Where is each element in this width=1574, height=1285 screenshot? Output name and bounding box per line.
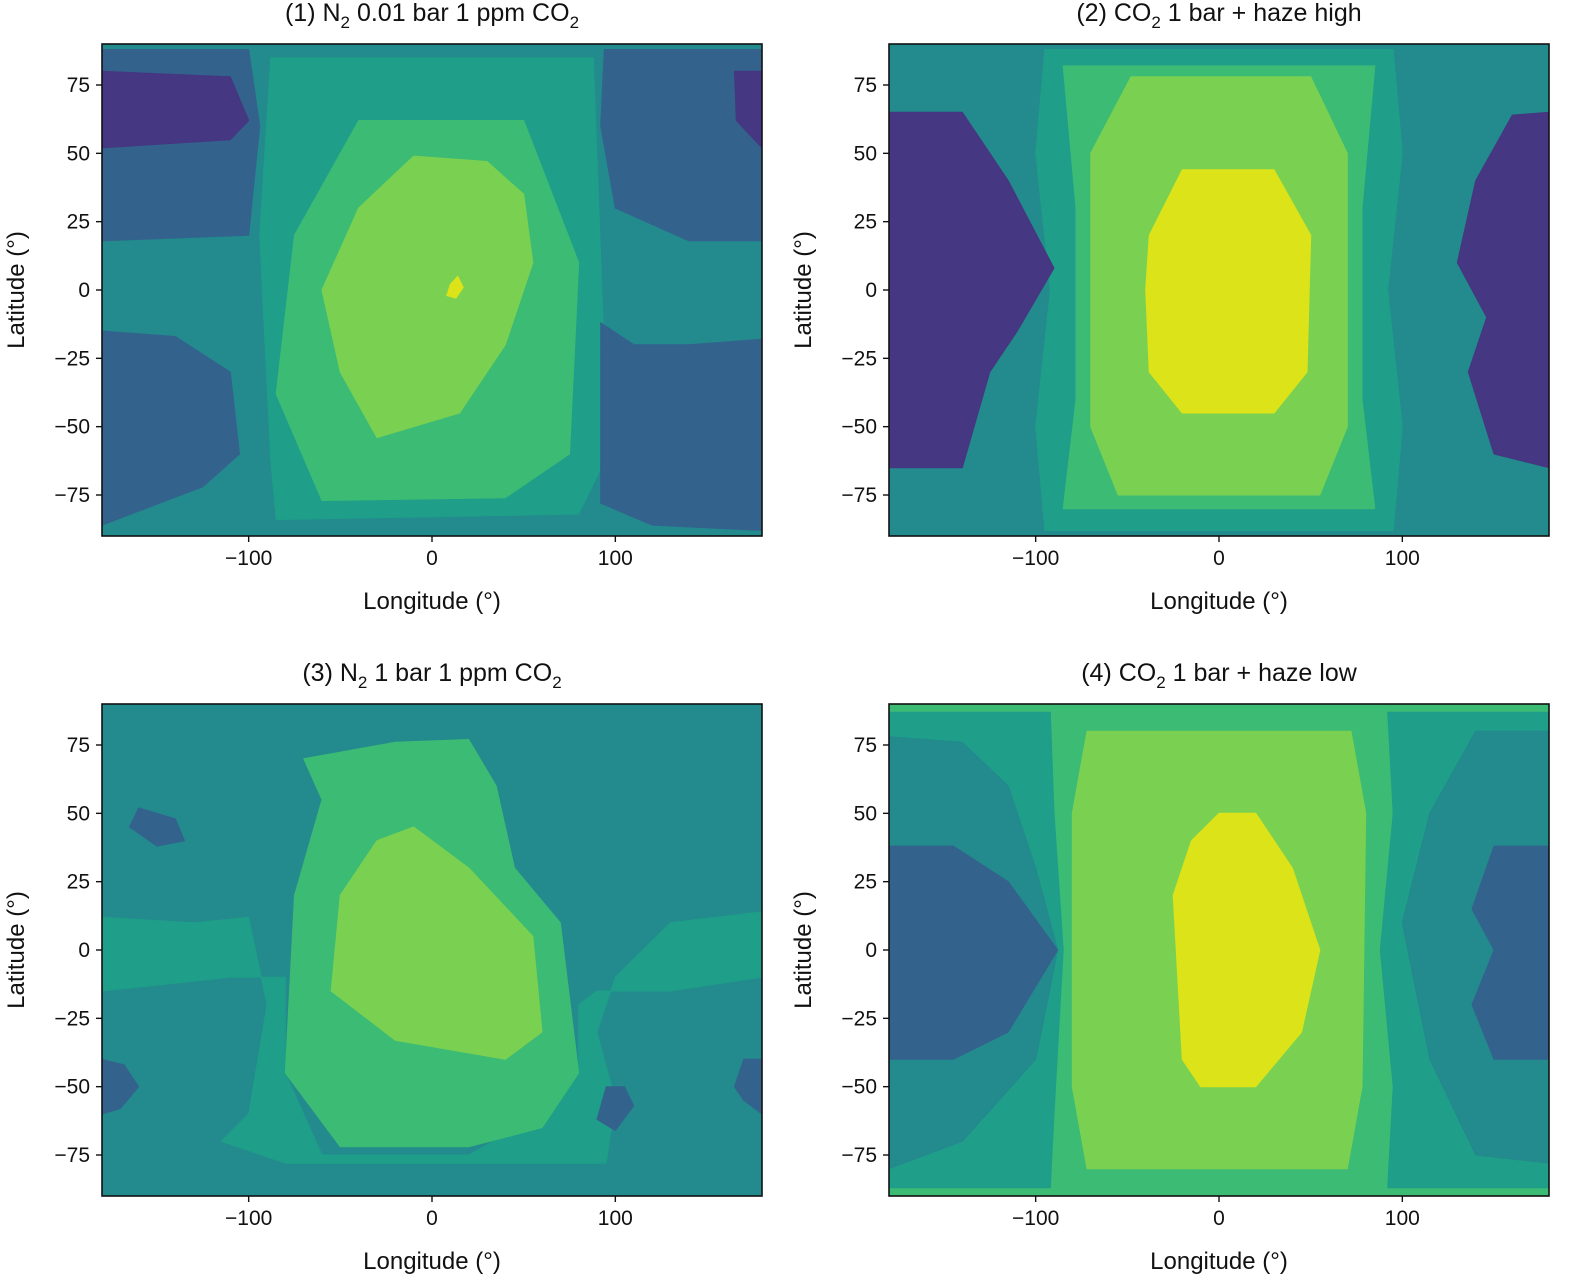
contour-region-level-6 xyxy=(1145,169,1312,414)
y-tick-label: 75 xyxy=(67,734,90,757)
contour-region-level-0 xyxy=(734,70,762,149)
y-tick-label: 0 xyxy=(78,939,90,962)
contour-region-level-1 xyxy=(734,1058,762,1115)
contour-field xyxy=(102,704,762,1196)
panel-1: −100 0 100 75 50 25 0 −25 −50 −75 (1) N2 0.01 bar … xyxy=(3,0,763,615)
y-tick-label: −75 xyxy=(54,484,90,507)
x-tick-label: 100 xyxy=(1385,1207,1420,1230)
y-tick-label: 25 xyxy=(854,211,877,234)
x-tick-label: −100 xyxy=(225,1207,272,1230)
panel-title: (1) N2 0.01 bar 1 ppm CO2 xyxy=(285,0,579,32)
y-tick-label: −75 xyxy=(54,1144,90,1167)
x-tick-label: −100 xyxy=(225,547,272,570)
y-tick-label: −50 xyxy=(841,416,877,439)
panel-title: (3) N2 1 bar 1 ppm CO2 xyxy=(302,659,561,692)
y-tick-label: 50 xyxy=(67,142,90,165)
contour-region-level-5 xyxy=(321,155,534,439)
contour-region-level-6 xyxy=(446,275,464,299)
x-axis-label: Longitude (°) xyxy=(1150,1248,1288,1275)
y-tick-label: 75 xyxy=(67,74,90,97)
contour-region-level-1 xyxy=(129,807,185,847)
x-tick-label: −100 xyxy=(1012,547,1059,570)
y-axis-label: Latitude (°) xyxy=(790,231,817,349)
contour-field xyxy=(102,44,762,536)
contour-region-level-5 xyxy=(330,826,543,1060)
x-tick-label: 100 xyxy=(1385,547,1420,570)
y-axis-label: Latitude (°) xyxy=(790,891,817,1009)
y-tick-label: 50 xyxy=(854,802,877,825)
x-tick-label: 0 xyxy=(1213,547,1225,570)
y-tick-label: 0 xyxy=(78,279,90,302)
panel-4: −100 0 100 75 50 25 0 −25 −50 −75 (4) CO2 1 bar + … xyxy=(790,659,1550,1275)
y-tick-label: −50 xyxy=(54,1076,90,1099)
x-tick-label: 0 xyxy=(1213,1207,1225,1230)
x-axis-label: Longitude (°) xyxy=(363,588,501,615)
x-tick-label: 0 xyxy=(426,547,438,570)
y-tick-label: −25 xyxy=(841,1007,877,1030)
y-tick-label: 0 xyxy=(865,939,877,962)
y-tick-label: −25 xyxy=(841,347,877,370)
y-axis-label: Latitude (°) xyxy=(3,231,30,349)
contour-region-level-1 xyxy=(889,845,1059,1060)
y-tick-label: −50 xyxy=(841,1076,877,1099)
contour-field xyxy=(889,44,1549,536)
panel-title: (4) CO2 1 bar + haze low xyxy=(1081,659,1358,692)
panel-title: (2) CO2 1 bar + haze high xyxy=(1076,0,1361,32)
y-tick-label: 50 xyxy=(854,142,877,165)
contour-region-level-0 xyxy=(102,70,250,149)
x-axis-label: Longitude (°) xyxy=(1150,588,1288,615)
contour-region-level-1 xyxy=(1471,845,1549,1060)
x-tick-label: −100 xyxy=(1012,1207,1059,1230)
y-tick-label: 75 xyxy=(854,74,877,97)
contour-region-level-1 xyxy=(596,1086,635,1131)
y-tick-label: −25 xyxy=(54,347,90,370)
y-tick-label: 25 xyxy=(67,211,90,234)
x-tick-label: 100 xyxy=(598,547,633,570)
contour-region-level-3 xyxy=(102,911,762,1164)
y-tick-label: 25 xyxy=(67,871,90,894)
y-tick-label: −25 xyxy=(54,1007,90,1030)
panel-2: −100 0 100 75 50 25 0 −25 −50 −75 (2) CO2 1 bar + … xyxy=(790,0,1550,615)
y-tick-label: −75 xyxy=(841,1144,877,1167)
contour-region-level-6 xyxy=(1172,812,1321,1088)
y-tick-label: 0 xyxy=(865,279,877,302)
y-tick-label: 25 xyxy=(854,871,877,894)
contour-region-level-1 xyxy=(102,330,240,526)
y-tick-label: 50 xyxy=(67,802,90,825)
y-tick-label: 75 xyxy=(854,734,877,757)
x-tick-label: 0 xyxy=(426,1207,438,1230)
panel-3: −100 0 100 75 50 25 0 −25 −50 −75 (3) N2 1 bar 1 p… xyxy=(3,659,763,1275)
contour-region-level-1 xyxy=(600,49,762,242)
contour-region-level-1 xyxy=(102,1058,140,1115)
y-tick-label: −50 xyxy=(54,416,90,439)
contour-field xyxy=(889,704,1549,1196)
x-tick-label: 100 xyxy=(598,1207,633,1230)
y-tick-label: −75 xyxy=(841,484,877,507)
contour-region-level-1 xyxy=(600,322,762,531)
contour-region-level-0 xyxy=(1456,111,1549,469)
y-axis-label: Latitude (°) xyxy=(3,891,30,1009)
contour-region-level-0 xyxy=(889,111,1055,469)
x-axis-label: Longitude (°) xyxy=(363,1248,501,1275)
